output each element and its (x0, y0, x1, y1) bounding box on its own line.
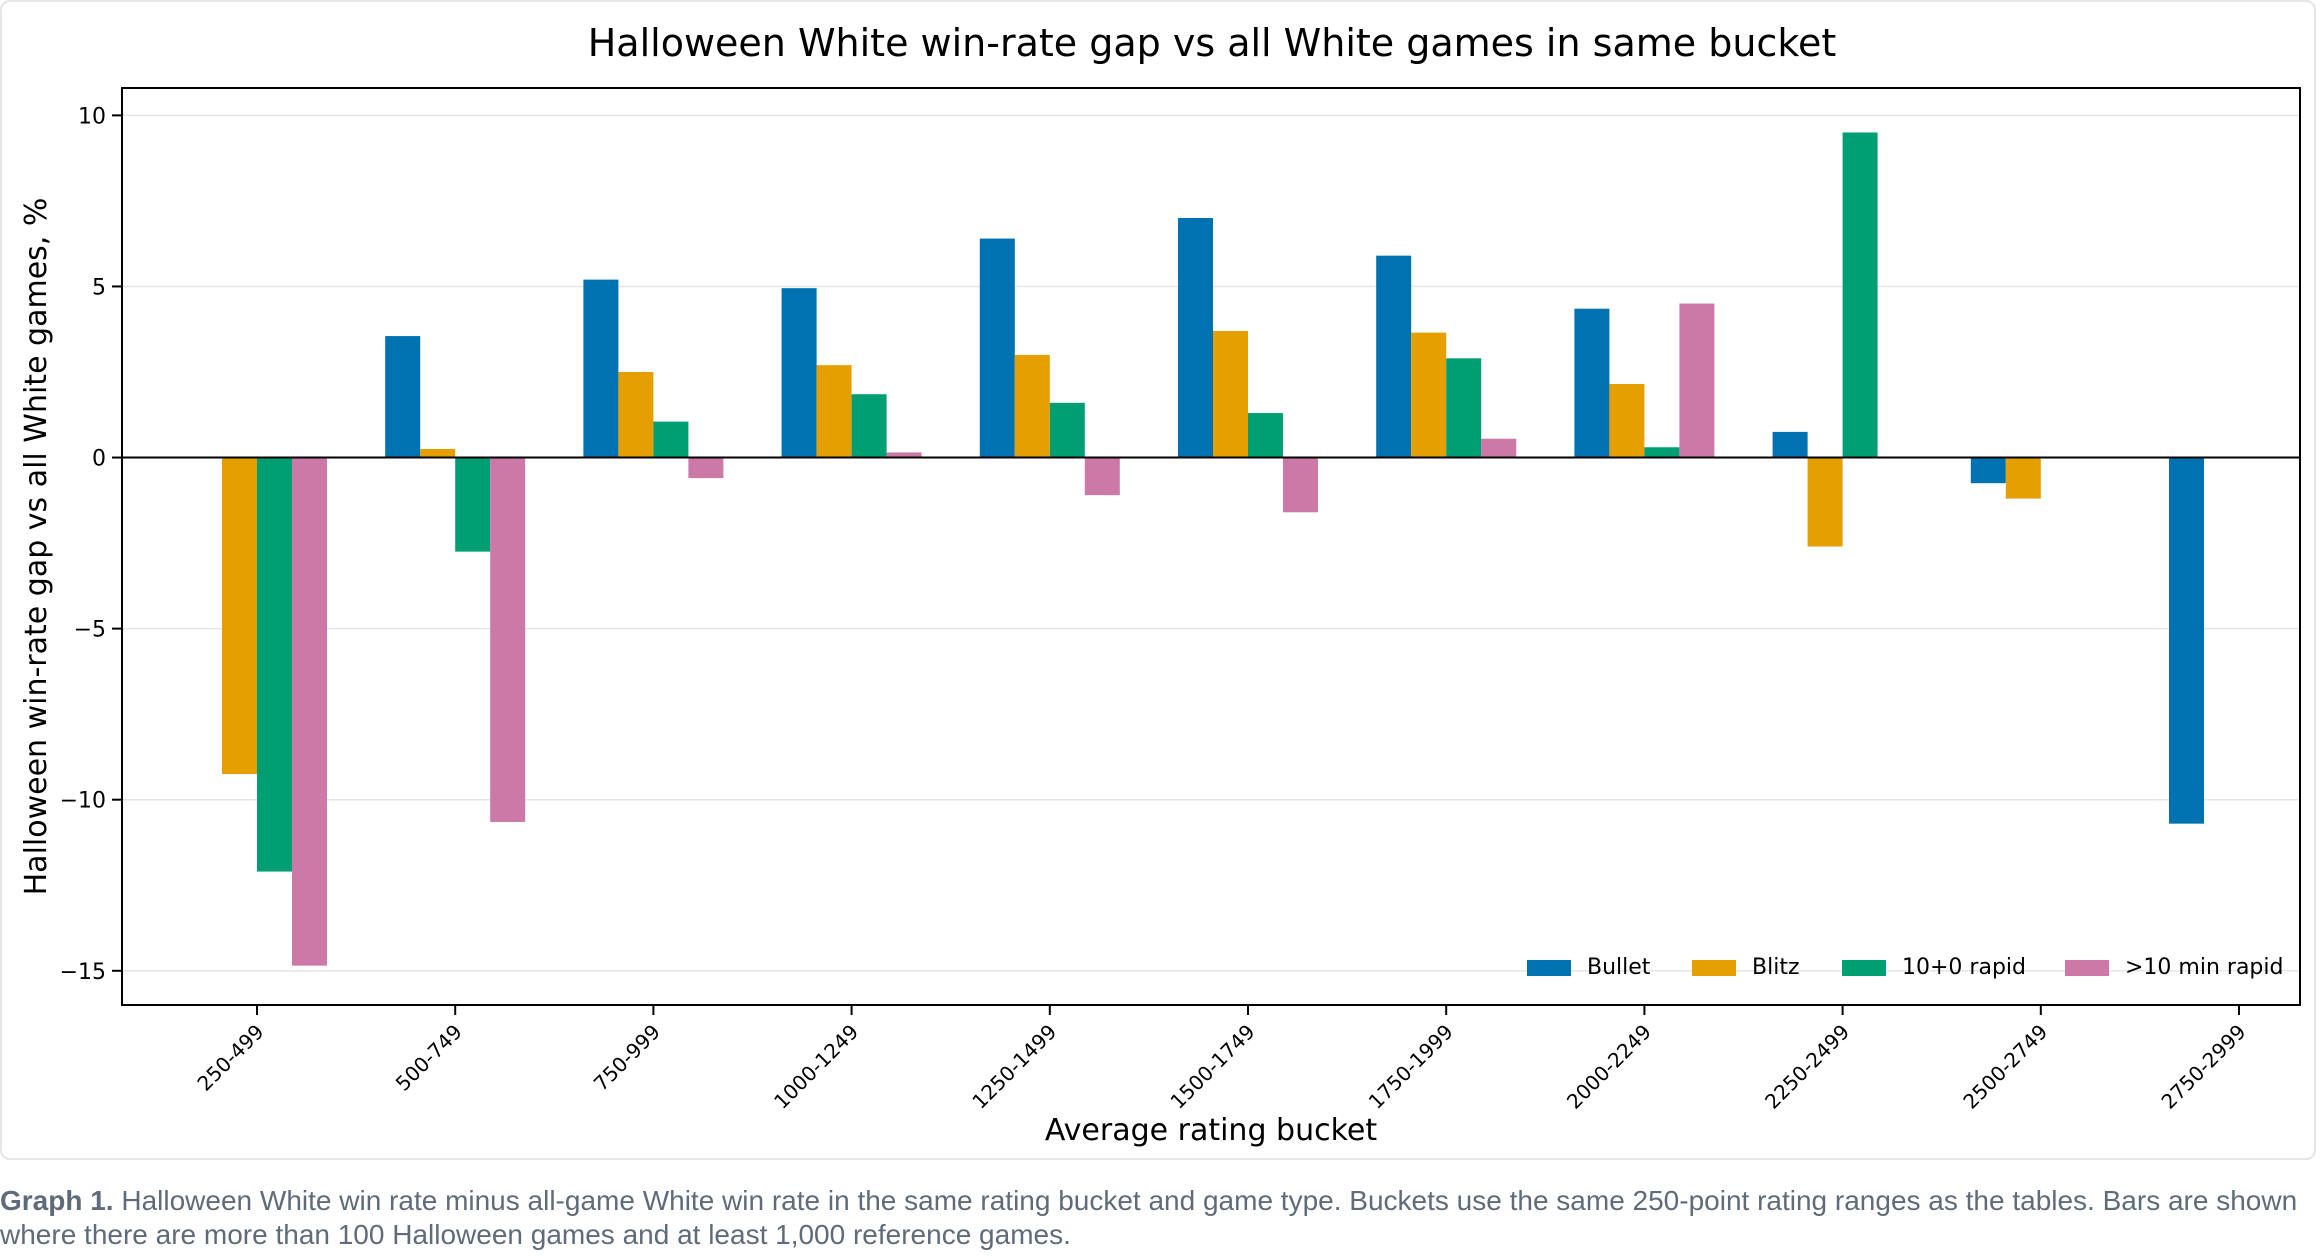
bar (1446, 358, 1482, 458)
bar (583, 279, 619, 458)
bar (420, 448, 456, 458)
bar (385, 336, 421, 458)
y-tick-label: 10 (78, 104, 106, 129)
figure-card: Halloween White win-rate gap vs all Whit… (0, 0, 2316, 1160)
figure-caption: Graph 1. Halloween White win rate minus … (0, 1184, 2310, 1252)
bar (1014, 354, 1050, 458)
bar (1970, 457, 2006, 484)
x-tick-label: 1750-1999 (1364, 1020, 1458, 1114)
bar (979, 238, 1015, 458)
bar (1283, 457, 1318, 513)
chart-title: Halloween White win-rate gap vs all Whit… (588, 21, 1837, 65)
y-tick-label: −5 (74, 618, 106, 643)
bar (781, 288, 817, 458)
x-tick-label: 1000-1249 (769, 1020, 863, 1114)
bar (2169, 457, 2204, 824)
legend-label: >10 min rapid (2125, 955, 2283, 980)
x-tick-label: 2500-2749 (1958, 1020, 2052, 1114)
bar (1772, 431, 1808, 458)
bar (1178, 218, 1213, 458)
y-axis-label: Halloween win-rate gap vs all White game… (19, 198, 54, 896)
legend-swatch (1692, 960, 1736, 976)
bar (1574, 308, 1610, 458)
bar (816, 365, 852, 458)
y-tick-label: −15 (60, 960, 106, 985)
bar (886, 452, 922, 458)
x-tick-label: 2750-2999 (2156, 1020, 2250, 1114)
x-tick-label: 500-749 (391, 1020, 467, 1096)
x-tick-label: 1500-1749 (1165, 1020, 1259, 1114)
legend: Bullet Blitz 10+0 rapid >10 min rapid (1527, 955, 2283, 980)
legend-swatch (1842, 960, 1886, 976)
bar (688, 457, 724, 479)
bar (1481, 438, 1517, 458)
x-tick-label: 750-999 (589, 1020, 665, 1096)
x-tick-label: 2000-2249 (1562, 1020, 1656, 1114)
y-tick-label: 0 (92, 447, 106, 472)
bar (292, 457, 327, 966)
x-tick-label: 250-499 (192, 1020, 268, 1096)
bar (851, 394, 887, 458)
x-axis-label: Average rating bucket (1045, 1113, 1377, 1148)
legend-label: Blitz (1752, 955, 1800, 980)
plot-frame (121, 87, 2301, 1006)
bar-chart: Halloween White win-rate gap vs all Whit… (19, 21, 2301, 1148)
bar (618, 371, 654, 458)
y-axis: 10 5 0 −5 −10 −15 (60, 104, 122, 985)
bar (490, 457, 526, 822)
y-tick-label: −10 (60, 789, 106, 814)
bar (257, 457, 292, 872)
bar (1084, 457, 1120, 496)
bar (1644, 447, 1680, 458)
legend-label: Bullet (1587, 955, 1651, 980)
bar (1376, 255, 1412, 458)
bar (1411, 332, 1447, 458)
legend-swatch (2065, 960, 2109, 976)
bar (455, 457, 491, 552)
bar (222, 457, 257, 775)
legend-swatch (1527, 960, 1571, 976)
caption-label: Graph 1. (0, 1185, 114, 1216)
x-tick-label: 1250-1499 (967, 1020, 1061, 1114)
bar (1842, 132, 1878, 458)
bar (1609, 383, 1645, 458)
y-tick-label: 5 (92, 275, 106, 300)
caption-text: Halloween White win rate minus all-game … (0, 1185, 2298, 1250)
bar (1248, 413, 1283, 458)
bar (1213, 330, 1248, 458)
x-axis: 250-499 500-749 750-999 1000-1249 1250-1499 1… (192, 1005, 2251, 1114)
bar (1049, 402, 1085, 458)
bars (222, 132, 2204, 966)
x-tick-label: 2250-2499 (1760, 1020, 1854, 1114)
bar (1807, 457, 1843, 547)
bar (2005, 457, 2041, 499)
legend-label: 10+0 rapid (1902, 955, 2026, 980)
bar (653, 421, 689, 458)
bar (1679, 303, 1715, 458)
